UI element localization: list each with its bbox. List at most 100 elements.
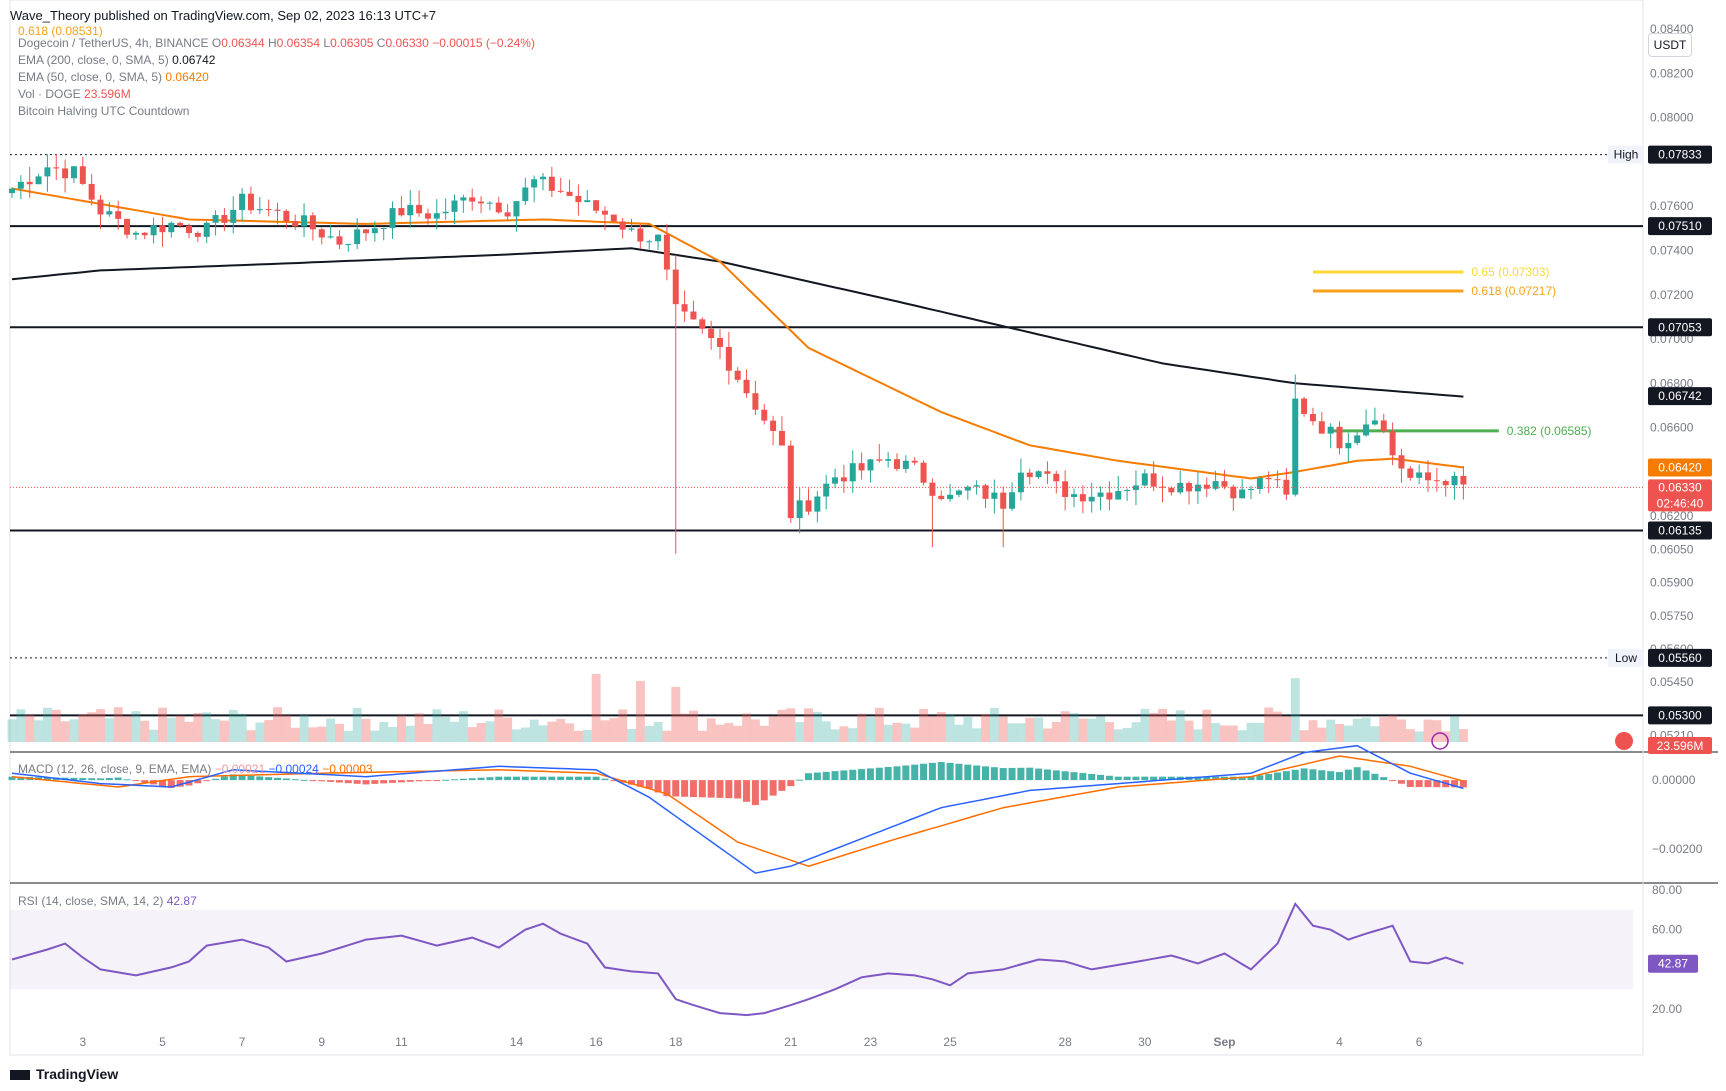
candle-body[interactable]	[389, 208, 396, 229]
candle-body[interactable]	[787, 445, 794, 519]
candle-body[interactable]	[593, 200, 600, 211]
candle-body[interactable]	[690, 311, 697, 320]
candle-body[interactable]	[991, 492, 998, 499]
candle-body[interactable]	[858, 463, 865, 471]
candle-body[interactable]	[1345, 442, 1352, 449]
candle-body[interactable]	[646, 241, 653, 243]
flag-icon[interactable]	[1615, 732, 1633, 750]
candle-body[interactable]	[1451, 475, 1458, 486]
candle-body[interactable]	[796, 500, 803, 519]
candle-body[interactable]	[522, 187, 529, 202]
candle-body[interactable]	[575, 195, 582, 203]
volume-legend[interactable]: Vol · DOGE 23.596M	[18, 87, 131, 101]
candle-body[interactable]	[584, 200, 591, 203]
candle-body[interactable]	[832, 477, 839, 484]
halving-legend[interactable]: Bitcoin Halving UTC Countdown	[18, 104, 190, 118]
candle-body[interactable]	[1106, 492, 1113, 500]
candle-body[interactable]	[902, 460, 909, 469]
currency-button[interactable]: USDT	[1648, 33, 1692, 57]
candle-body[interactable]	[150, 225, 157, 236]
candle-body[interactable]	[1407, 468, 1414, 478]
ema50-legend[interactable]: EMA (50, close, 0, SMA, 5) 0.06420	[18, 70, 209, 84]
candle-body[interactable]	[1283, 479, 1290, 495]
candle-body[interactable]	[1150, 473, 1157, 487]
rsi-line[interactable]	[11, 902, 1464, 1017]
candle-body[interactable]	[920, 462, 927, 483]
candle-body[interactable]	[106, 211, 113, 215]
candle-body[interactable]	[876, 459, 883, 461]
candle-body[interactable]	[1292, 398, 1299, 495]
macd-line[interactable]	[11, 744, 1464, 874]
candle-body[interactable]	[1318, 421, 1325, 434]
candle-body[interactable]	[1088, 496, 1095, 502]
candle-body[interactable]	[699, 319, 706, 329]
candle-body[interactable]	[1363, 424, 1370, 436]
candle-body[interactable]	[663, 234, 670, 270]
candle-body[interactable]	[548, 176, 555, 191]
candle-body[interactable]	[947, 494, 954, 500]
candle-body[interactable]	[1097, 492, 1104, 497]
candle-body[interactable]	[301, 215, 308, 227]
candle-body[interactable]	[212, 215, 219, 223]
candle-body[interactable]	[778, 430, 785, 446]
candle-body[interactable]	[345, 244, 352, 246]
candle-body[interactable]	[327, 236, 334, 238]
candle-body[interactable]	[734, 370, 741, 380]
ema200-legend[interactable]: EMA (200, close, 0, SMA, 5) 0.06742	[18, 53, 216, 67]
candle-body[interactable]	[292, 221, 299, 227]
candle-body[interactable]	[1309, 414, 1316, 422]
candle-body[interactable]	[1124, 489, 1131, 492]
candle-body[interactable]	[495, 202, 502, 213]
candle-body[interactable]	[124, 218, 131, 235]
candle-body[interactable]	[1053, 473, 1060, 482]
candle-body[interactable]	[610, 214, 617, 222]
candle-body[interactable]	[159, 225, 166, 233]
candle-body[interactable]	[725, 346, 732, 371]
candle-body[interactable]	[1265, 477, 1272, 480]
candle-body[interactable]	[885, 459, 892, 461]
candle-body[interactable]	[424, 213, 431, 219]
lightning-icon[interactable]	[1431, 732, 1449, 750]
candle-body[interactable]	[929, 482, 936, 496]
candle-body[interactable]	[283, 210, 290, 222]
candle-body[interactable]	[1442, 481, 1449, 486]
rsi-legend[interactable]: RSI (14, close, SMA, 14, 2) 42.87	[18, 893, 197, 910]
candle-body[interactable]	[1389, 431, 1396, 456]
candle-body[interactable]	[823, 483, 830, 497]
candle-body[interactable]	[177, 222, 184, 226]
candle-body[interactable]	[1327, 426, 1334, 434]
candle-body[interactable]	[433, 213, 440, 219]
ema50-line[interactable]	[11, 187, 1464, 480]
candle-body[interactable]	[363, 229, 369, 234]
candle-body[interactable]	[1398, 455, 1405, 469]
candle-body[interactable]	[770, 420, 777, 431]
candle-body[interactable]	[79, 166, 86, 184]
candle-body[interactable]	[53, 167, 60, 169]
candle-body[interactable]	[1141, 473, 1148, 486]
candle-body[interactable]	[867, 459, 874, 471]
candle-body[interactable]	[752, 393, 759, 410]
candle-body[interactable]	[478, 201, 485, 204]
candle-body[interactable]	[62, 168, 69, 179]
candle-body[interactable]	[1380, 420, 1387, 432]
candle-body[interactable]	[26, 181, 33, 185]
symbol-legend[interactable]: Dogecoin / TetherUS, 4h, BINANCE O0.0634…	[18, 35, 535, 52]
candle-body[interactable]	[1026, 472, 1033, 478]
candle-body[interactable]	[708, 328, 715, 339]
candle-body[interactable]	[442, 211, 449, 214]
candle-body[interactable]	[35, 176, 42, 185]
candle-body[interactable]	[814, 496, 821, 512]
candle-body[interactable]	[1194, 484, 1201, 492]
candle-body[interactable]	[1274, 479, 1281, 481]
candle-body[interactable]	[681, 304, 688, 312]
candle-body[interactable]	[239, 193, 246, 210]
candle-body[interactable]	[1248, 488, 1254, 490]
candle-body[interactable]	[1044, 471, 1051, 474]
candle-body[interactable]	[1416, 472, 1423, 478]
candle-body[interactable]	[1221, 481, 1228, 487]
candle-body[interactable]	[9, 188, 15, 194]
candle-body[interactable]	[460, 197, 467, 201]
candle-body[interactable]	[1371, 420, 1378, 425]
candle-body[interactable]	[1009, 492, 1016, 509]
